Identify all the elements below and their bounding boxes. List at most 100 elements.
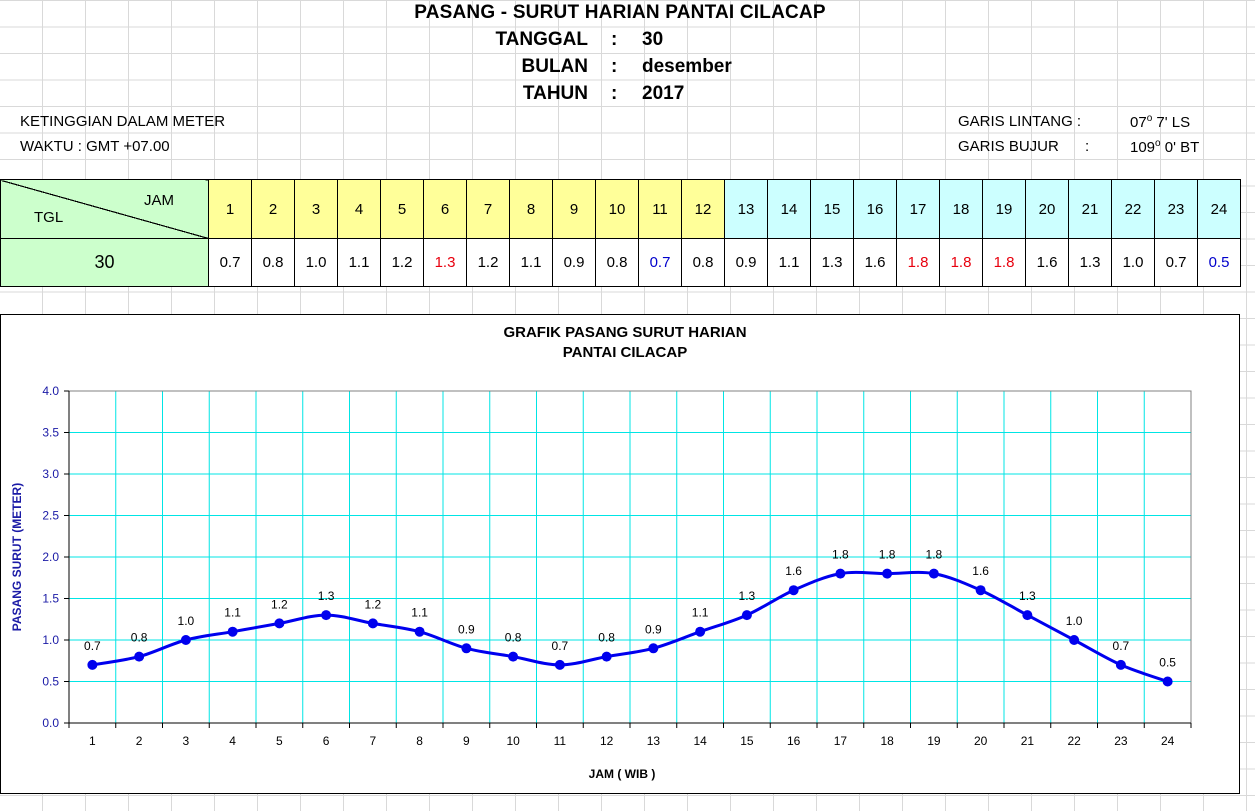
year-row: TAHUN : 2017 <box>0 83 1240 109</box>
y-tick-label: 0.0 <box>42 716 59 730</box>
data-label: 1.8 <box>879 548 896 562</box>
tide-value-cell: 1.1 <box>337 238 381 287</box>
tide-value-cell: 1.0 <box>294 238 338 287</box>
hours-row: JAM TGL 1 2 3 4 5 6 7 8 9 10 11 12 13 14 15 16 17 18 19 20 2… <box>0 179 1241 239</box>
hour-header-cell: 20 <box>1025 179 1069 239</box>
data-point <box>882 568 893 579</box>
data-point <box>414 626 425 637</box>
tide-value-cell: 1.2 <box>466 238 510 287</box>
month-colon: : <box>611 56 618 77</box>
jam-label: JAM <box>144 192 174 209</box>
hour-header-cell: 12 <box>681 179 725 239</box>
tide-value-cell: 1.3 <box>1068 238 1112 287</box>
x-tick-label: 7 <box>370 734 377 748</box>
year-colon: : <box>611 83 618 104</box>
data-point <box>695 626 706 637</box>
x-tick-label: 13 <box>647 734 661 748</box>
data-label: 0.8 <box>131 631 148 645</box>
data-label: 0.8 <box>505 631 522 645</box>
hour-header-cell: 8 <box>509 179 553 239</box>
y-tick-label: 3.0 <box>42 467 59 481</box>
data-point <box>788 585 799 596</box>
hour-header-cell: 13 <box>724 179 768 239</box>
x-tick-label: 2 <box>136 734 143 748</box>
height-unit-note: KETINGGIAN DALAM METER <box>20 113 226 130</box>
data-label: 0.5 <box>1159 656 1176 670</box>
hour-header-cell: 1 <box>208 179 252 239</box>
series-layer: 0.7 0.8 1.0 1.1 1.2 1.3 1.2 1.1 0.9 0.8 0.7 0.8 0.9 1… <box>84 548 1176 687</box>
date-row: TANGGAL : 30 <box>0 29 1240 55</box>
y-tick-label: 2.5 <box>42 509 59 523</box>
x-tick-label: 24 <box>1161 734 1175 748</box>
date-colon: : <box>611 29 618 50</box>
y-tick-label: 1.0 <box>42 633 59 647</box>
y-axis-label: PASANG SURUT (METER) <box>10 483 24 631</box>
month-label: BULAN <box>521 56 589 77</box>
x-tick-label: 21 <box>1021 734 1035 748</box>
tide-value-cell: 1.8 <box>896 238 940 287</box>
hour-header-cell: 21 <box>1068 179 1112 239</box>
data-label: 1.3 <box>318 589 335 603</box>
tide-value-cell: 1.8 <box>982 238 1026 287</box>
hour-header-cell: 24 <box>1197 179 1241 239</box>
data-point <box>741 610 752 621</box>
tide-value-cell: 0.9 <box>724 238 768 287</box>
x-tick-label: 4 <box>229 734 236 748</box>
date-value: 30 <box>642 29 664 50</box>
hour-header-cell: 14 <box>767 179 811 239</box>
hour-header-cell: 9 <box>552 179 596 239</box>
tide-value-cell: 0.8 <box>251 238 295 287</box>
data-point <box>461 643 472 654</box>
chart-subtitle: PANTAI CILACAP <box>563 344 687 361</box>
data-point <box>321 610 332 621</box>
degree-mark: o <box>1155 138 1161 149</box>
hour-header-cell: 6 <box>423 179 467 239</box>
x-tick-label: 15 <box>740 734 754 748</box>
data-point <box>180 635 191 645</box>
hour-header-cell: 17 <box>896 179 940 239</box>
chart-svg: GRAFIK PASANG SURUT HARIAN PANTAI CILACA… <box>10 324 1192 781</box>
data-label: 1.0 <box>178 614 195 628</box>
tide-value-cell: 1.6 <box>853 238 897 287</box>
axis-layer: 0.00.51.01.52.02.53.03.54.01 2 3 4 5 6 7 8 9 10 11… <box>42 384 1192 748</box>
longitude-value: 109o 0' BT <box>1130 138 1199 156</box>
hour-header-cell: 11 <box>638 179 682 239</box>
x-tick-label: 6 <box>323 734 330 748</box>
data-label: 0.7 <box>84 639 101 653</box>
date-label: TANGGAL <box>495 29 588 50</box>
tide-value-cell: 1.1 <box>509 238 553 287</box>
hour-header-cell: 2 <box>251 179 295 239</box>
year-label: TAHUN <box>522 83 588 104</box>
tide-value-cell: 0.7 <box>1154 238 1198 287</box>
data-label: 0.8 <box>598 631 615 645</box>
data-point <box>648 643 659 654</box>
x-tick-label: 5 <box>276 734 283 748</box>
x-tick-label: 9 <box>463 734 470 748</box>
tgl-jam-header: JAM TGL <box>0 179 209 239</box>
data-label: 1.3 <box>739 589 756 603</box>
hour-header-cell: 3 <box>294 179 338 239</box>
timezone-note: WAKTU : GMT +07.00 <box>20 138 170 155</box>
data-label: 1.1 <box>692 606 709 620</box>
y-tick-label: 4.0 <box>42 384 59 398</box>
data-label: 1.6 <box>972 564 989 578</box>
data-point <box>928 568 939 579</box>
year-value: 2017 <box>642 83 685 104</box>
data-point <box>134 651 145 662</box>
longitude-minutes: 0' BT <box>1160 139 1200 156</box>
x-tick-label: 17 <box>834 734 848 748</box>
data-label: 1.0 <box>1066 614 1083 628</box>
data-point <box>975 585 986 596</box>
data-point <box>367 618 378 629</box>
data-point <box>1022 610 1033 621</box>
tide-value-cell: 1.8 <box>939 238 983 287</box>
data-label: 1.6 <box>785 564 802 578</box>
month-row: BULAN : desember <box>0 56 1240 82</box>
hour-header-cell: 10 <box>595 179 639 239</box>
values-row: 30 0.7 0.8 1.0 1.1 1.2 1.3 1.2 1.1 0.9 0.8 0.7 0.8 0… <box>0 238 1241 287</box>
latitude-label: GARIS LINTANG : <box>958 113 1082 130</box>
tide-value-cell: 0.7 <box>638 238 682 287</box>
x-axis-label: JAM ( WIB ) <box>589 767 656 781</box>
grid-layer <box>68 390 1192 724</box>
tide-value-cell: 0.8 <box>681 238 725 287</box>
